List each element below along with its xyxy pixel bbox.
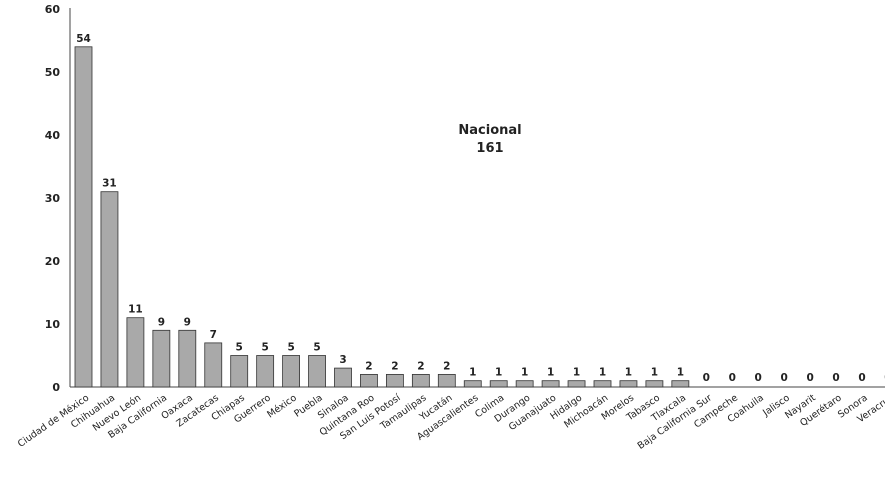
bar <box>100 191 119 388</box>
value-label: 1 <box>599 367 606 379</box>
bar <box>437 373 456 388</box>
value-label: 3 <box>339 354 346 366</box>
bar <box>619 380 638 388</box>
bar <box>126 317 145 388</box>
value-label: 1 <box>495 367 502 379</box>
value-label: 0 <box>806 372 813 384</box>
value-label: 11 <box>128 304 143 316</box>
value-label: 7 <box>210 329 217 341</box>
bar <box>256 355 275 388</box>
value-labels: 54311199755553222211111111100000000 <box>76 33 885 384</box>
value-label: 0 <box>755 372 762 384</box>
value-label: 2 <box>391 360 398 372</box>
y-tick-label: 60 <box>45 3 61 16</box>
value-label: 2 <box>443 360 450 372</box>
y-tick-label: 30 <box>45 192 61 205</box>
value-label: 0 <box>858 372 865 384</box>
value-label: 1 <box>677 367 684 379</box>
value-label: 1 <box>625 367 632 379</box>
bar <box>74 46 93 388</box>
category-label: México <box>265 392 299 420</box>
bar <box>411 373 430 388</box>
value-label: 5 <box>287 342 294 354</box>
value-label: 5 <box>236 342 243 354</box>
value-label: 1 <box>469 367 476 379</box>
value-label: 0 <box>703 372 710 384</box>
annotation-line2: 161 <box>476 141 503 156</box>
bar <box>178 329 197 388</box>
value-label: 0 <box>832 372 839 384</box>
bar <box>152 329 171 388</box>
bar <box>463 380 482 388</box>
bar <box>489 380 508 388</box>
value-label: 1 <box>521 367 528 379</box>
value-label: 54 <box>76 33 91 45</box>
y-tick-label: 40 <box>45 129 61 142</box>
bar <box>515 380 534 388</box>
bar <box>541 380 560 388</box>
value-label: 9 <box>184 316 191 328</box>
y-tick-label: 20 <box>45 255 61 268</box>
annotation-line1: Nacional <box>458 123 521 138</box>
bar <box>385 373 404 388</box>
bar <box>308 355 326 388</box>
value-label: 9 <box>158 316 165 328</box>
bar <box>230 355 249 388</box>
value-label: 5 <box>313 342 320 354</box>
bar <box>567 380 586 388</box>
y-tick-labels: 0 10 20 30 40 50 60 <box>45 3 61 394</box>
value-label: 0 <box>780 372 787 384</box>
value-label: 2 <box>417 360 424 372</box>
y-tick-label: 50 <box>45 66 61 79</box>
bar <box>593 380 612 388</box>
value-label: 31 <box>102 178 117 190</box>
bar <box>282 355 301 388</box>
bar <box>671 380 690 388</box>
value-label: 2 <box>365 360 372 372</box>
value-label: 5 <box>261 342 268 354</box>
y-tick-label: 10 <box>45 318 61 331</box>
bar <box>360 373 378 388</box>
value-label: 1 <box>547 367 554 379</box>
y-tick-label: 0 <box>52 381 60 394</box>
bar <box>645 380 664 388</box>
value-label: 1 <box>573 367 580 379</box>
bars <box>74 46 690 388</box>
bar <box>204 342 223 388</box>
value-label: 1 <box>651 367 658 379</box>
value-label: 0 <box>729 372 736 384</box>
bar <box>334 367 352 388</box>
